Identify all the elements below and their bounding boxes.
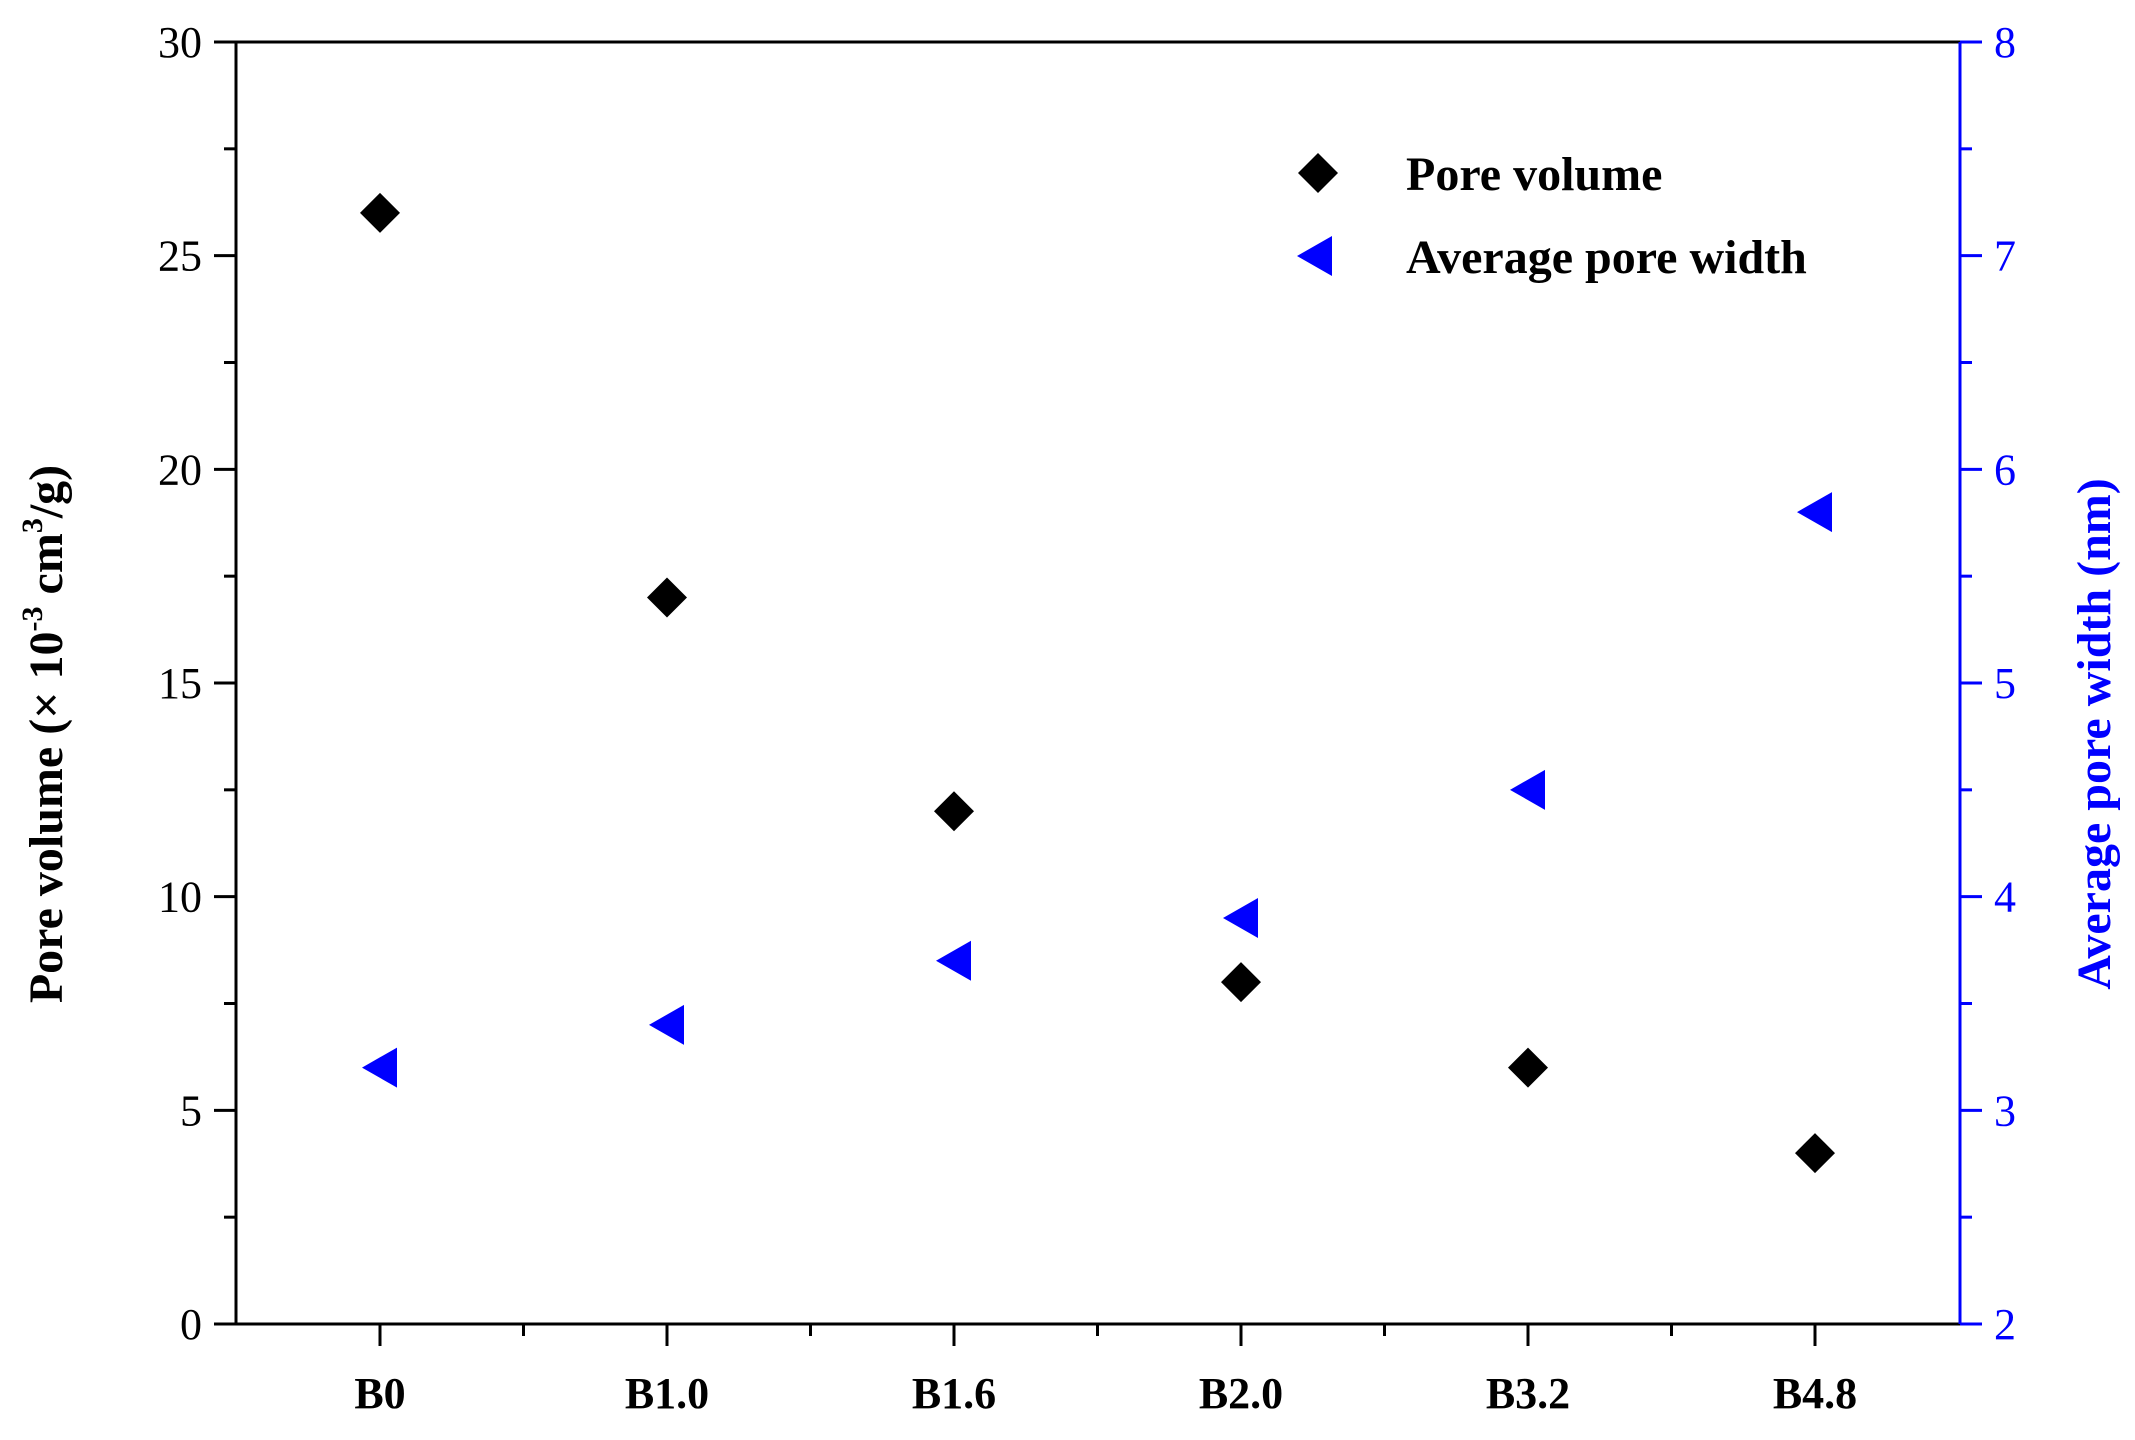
- legend-marker-average-pore-width: [1297, 236, 1332, 276]
- right-tick-label: 6: [1994, 445, 2016, 494]
- pore-volume-point: [360, 192, 400, 233]
- x-tick-label: B2.0: [1199, 1369, 1283, 1418]
- x-tick-label: B1.0: [625, 1369, 709, 1418]
- average-pore-width-point: [1797, 492, 1832, 533]
- pore-volume-point: [647, 577, 687, 618]
- pore-volume-point: [934, 791, 974, 832]
- average-pore-width-point: [362, 1047, 397, 1088]
- data-points: [360, 192, 1835, 1174]
- left-tick-label: 30: [158, 18, 202, 67]
- right-axis-title: Average pore width (nm): [2068, 478, 2121, 989]
- legend: Pore volume Average pore width: [1297, 148, 1807, 284]
- left-axis-title: Pore volume (× 10-3 cm3/g): [16, 465, 73, 1003]
- x-tick-label: B1.6: [912, 1369, 996, 1418]
- right-tick-label: 3: [1994, 1086, 2016, 1135]
- right-tick-label: 2: [1994, 1300, 2016, 1349]
- right-tick-label: 7: [1994, 232, 2016, 281]
- left-tick-label: 20: [158, 445, 202, 494]
- x-tick-label: B0: [354, 1369, 405, 1418]
- left-tick-label: 15: [158, 659, 202, 708]
- average-pore-width-point: [1223, 898, 1258, 939]
- right-axis-ticks: 2 3 4 5 6 7 8: [1960, 18, 2016, 1349]
- right-tick-label: 4: [1994, 873, 2016, 922]
- average-pore-width-point: [1510, 769, 1545, 810]
- legend-label-average-pore-width: Average pore width: [1406, 231, 1807, 284]
- average-pore-width-point: [936, 940, 971, 981]
- left-tick-label: 0: [180, 1300, 202, 1349]
- x-tick-label: B4.8: [1773, 1369, 1857, 1418]
- left-tick-label: 25: [158, 232, 202, 281]
- left-tick-label: 5: [180, 1086, 202, 1135]
- left-tick-label: 10: [158, 873, 202, 922]
- left-axis-ticks: 0 5 10 15 20 25 30: [158, 18, 236, 1349]
- average-pore-width-point: [649, 1004, 684, 1045]
- x-axis-ticks: B0 B1.0 B1.6 B2.0 B3.2 B4.8: [354, 1324, 1857, 1418]
- right-tick-label: 5: [1994, 659, 2016, 708]
- pore-volume-point: [1221, 962, 1261, 1003]
- legend-marker-pore-volume: [1298, 153, 1338, 193]
- legend-label-pore-volume: Pore volume: [1406, 148, 1662, 201]
- pore-volume-point: [1795, 1133, 1835, 1174]
- right-tick-label: 8: [1994, 18, 2016, 67]
- pore-volume-point: [1508, 1047, 1548, 1088]
- x-tick-label: B3.2: [1486, 1369, 1570, 1418]
